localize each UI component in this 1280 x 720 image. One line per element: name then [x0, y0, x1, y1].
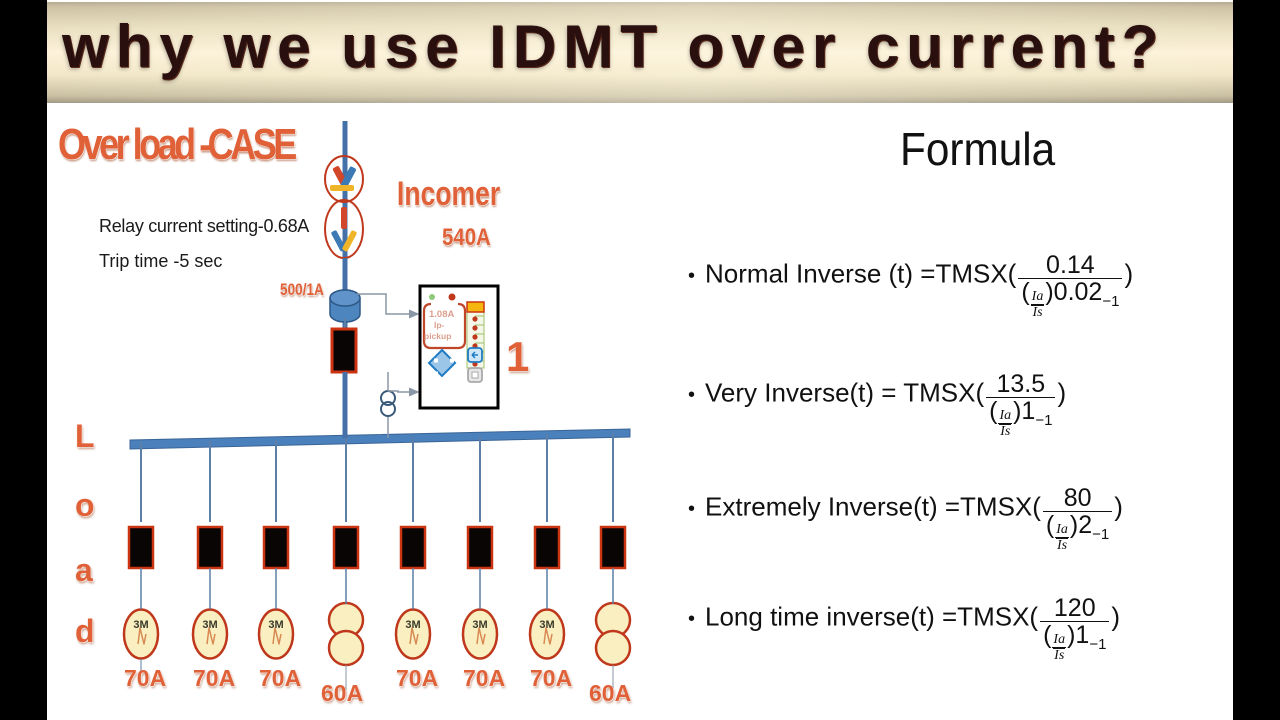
- svg-text:Ip-: Ip-: [434, 320, 445, 330]
- svg-text:1.08A: 1.08A: [429, 309, 454, 320]
- svg-text:pickup: pickup: [424, 331, 451, 341]
